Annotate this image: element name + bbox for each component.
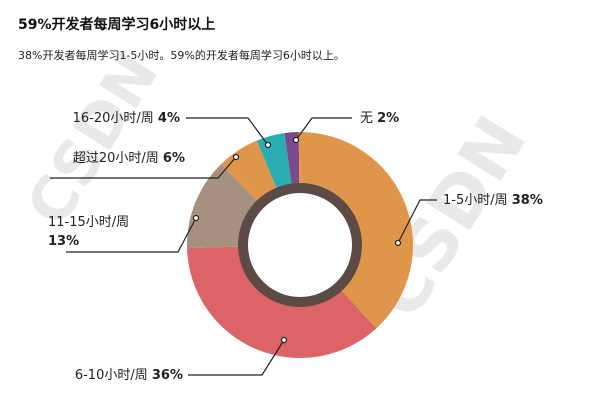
- slice-label-value: 6%: [163, 151, 185, 166]
- slice-label: 1-5小时/周 38%: [443, 193, 543, 208]
- slice-label: 6-10小时/周 36%: [75, 368, 183, 383]
- leader-line: [50, 156, 237, 179]
- slice-label: 16-20小时/周 4%: [73, 111, 180, 126]
- slice-label: 超过20小时/周 6%: [73, 151, 185, 166]
- page-title: 59%开发者每周学习6小时以上: [18, 17, 216, 33]
- leader-line: [66, 217, 197, 253]
- watermark-text: CSDN: [13, 41, 172, 238]
- page-subtitle: 38%开发者每周学习1-5小时。59%的开发者每周学习6小时以上。: [18, 49, 345, 62]
- slice-label-value: 36%: [152, 368, 183, 383]
- slice-labels: 无 2% 1-5小时/周 38% 6-10小时/周 36% 11-15小时/周 13% 超…: [48, 111, 543, 383]
- pie-slice: [298, 132, 413, 329]
- slice-label-value: 2%: [377, 111, 399, 126]
- leader-dot: [264, 141, 272, 149]
- leader-dot: [292, 136, 300, 144]
- slice-label: 11-15小时/周 13%: [48, 215, 129, 249]
- leader-line: [188, 339, 285, 376]
- pie-slice: [284, 132, 300, 186]
- slice-label: 无 2%: [360, 111, 399, 126]
- slice-label-name: 超过20小时/周: [73, 151, 163, 166]
- inner-shadow-ring: [238, 183, 362, 307]
- leader-line: [186, 117, 269, 146]
- leader-dot: [232, 153, 240, 161]
- slice-label-name: 11-15小时/周: [48, 215, 129, 230]
- leader-dot: [394, 239, 402, 247]
- leader-dot: [280, 336, 288, 344]
- slice-label-name: 6-10小时/周: [75, 368, 152, 383]
- leader-line: [295, 117, 352, 141]
- slice-label-value: 4%: [158, 111, 180, 126]
- pie-slice: [186, 164, 259, 249]
- slice-label-value: 38%: [512, 193, 543, 208]
- slice-label-value: 13%: [48, 234, 79, 249]
- slice-label-name: 无: [360, 111, 377, 126]
- leader-dot: [192, 214, 200, 222]
- slice-label-name: 16-20小时/周: [73, 111, 158, 126]
- slice-label-name: 1-5小时/周: [443, 193, 512, 208]
- donut-slices: [186, 132, 413, 359]
- pie-slice: [256, 133, 292, 190]
- leader-line: [397, 199, 437, 244]
